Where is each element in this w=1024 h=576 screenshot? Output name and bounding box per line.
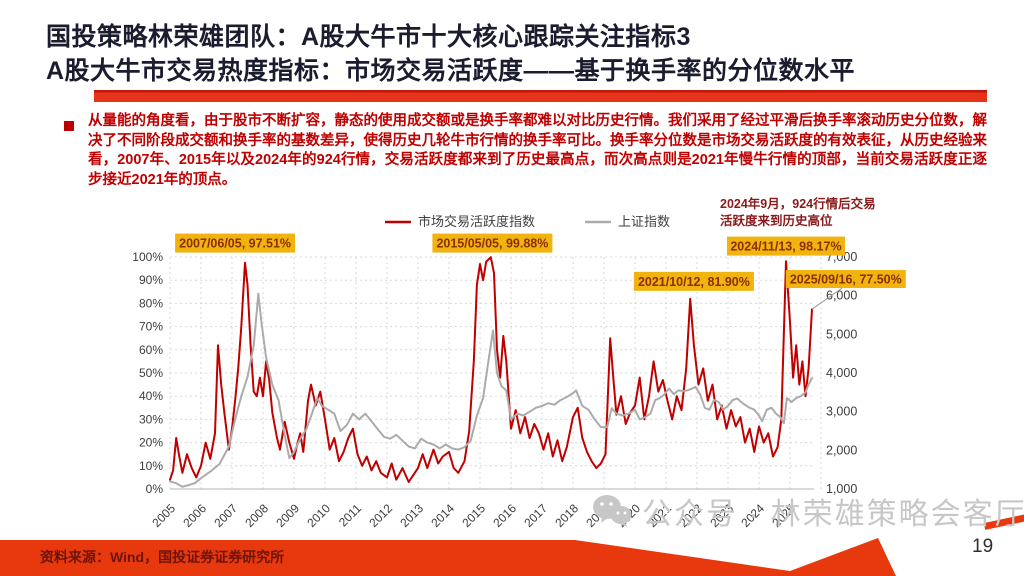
svg-text:2013: 2013 (397, 501, 426, 530)
svg-text:40%: 40% (139, 389, 163, 403)
svg-text:2010: 2010 (304, 501, 333, 530)
svg-text:90%: 90% (139, 273, 163, 287)
svg-text:100%: 100% (132, 250, 163, 264)
wechat-icon (593, 495, 632, 527)
svg-text:2005: 2005 (149, 501, 178, 530)
svg-text:2016: 2016 (490, 501, 519, 530)
svg-text:20%: 20% (139, 436, 163, 450)
svg-text:2024/11/13, 98.17%: 2024/11/13, 98.17% (730, 240, 841, 254)
svg-text:5,000: 5,000 (826, 327, 857, 341)
svg-text:2025/09/16, 77.50%: 2025/09/16, 77.50% (790, 273, 902, 287)
svg-text:2021/10/12, 81.90%: 2021/10/12, 81.90% (638, 275, 750, 289)
svg-text:2014: 2014 (428, 501, 457, 530)
svg-text:2,000: 2,000 (826, 443, 857, 457)
svg-text:6,000: 6,000 (826, 289, 857, 303)
svg-text:4,000: 4,000 (826, 366, 857, 380)
title-line-2: A股大牛市交易热度指标：市场交易活跃度——基于换手率的分位数水平 (46, 57, 856, 85)
title-line-1: 国投策略林荣雄团队：A股大牛市十大核心跟踪关注指标3 (46, 23, 691, 51)
activity-chart: 0% 10% 20% 30% 40% 50% 60% 70% 80% 90% 100% 1,000 2,… (132, 196, 906, 530)
source-note: 资料来源：Wind，国投证券证券研究所 (40, 549, 285, 565)
svg-text:0%: 0% (146, 482, 164, 496)
svg-text:市场交易活跃度指数: 市场交易活跃度指数 (418, 214, 535, 229)
page-number: 19 (972, 536, 994, 557)
svg-text:2008: 2008 (242, 501, 271, 530)
svg-text:2015: 2015 (459, 501, 488, 530)
svg-text:2024年9月，924行情后交易: 2024年9月，924行情后交易 (720, 196, 876, 211)
svg-text:60%: 60% (139, 343, 163, 357)
watermark-text: 公众号 · 林荣雄策略会客厅 (642, 498, 1024, 531)
svg-text:2018: 2018 (552, 501, 581, 530)
svg-text:活跃度来到历史高位: 活跃度来到历史高位 (720, 213, 833, 228)
svg-text:10%: 10% (139, 459, 163, 473)
svg-text:2007: 2007 (211, 501, 240, 530)
svg-text:2007/06/05, 97.51%: 2007/06/05, 97.51% (179, 237, 291, 251)
svg-text:2012: 2012 (366, 501, 395, 530)
svg-text:70%: 70% (139, 320, 163, 334)
svg-text:30%: 30% (139, 412, 163, 426)
svg-text:80%: 80% (139, 296, 163, 310)
watermark: 公众号 · 林荣雄策略会客厅 (592, 489, 1024, 533)
svg-text:2009: 2009 (273, 501, 302, 530)
svg-text:2011: 2011 (336, 501, 364, 529)
page-title: 国投策略林荣雄团队：A股大牛市十大核心跟踪关注指标3 A股大牛市交易热度指标：市… (46, 20, 996, 88)
svg-text:50%: 50% (139, 366, 163, 380)
svg-text:1,000: 1,000 (826, 482, 857, 496)
summary-paragraph: 从量能的角度看，由于股市不断扩容，静态的使用成交额或是换手率都难以对比历史行情。… (88, 113, 987, 188)
bullet-square-icon (64, 121, 74, 131)
svg-text:上证指数: 上证指数 (618, 214, 670, 229)
title-underline-bar (94, 90, 987, 102)
svg-text:3,000: 3,000 (826, 405, 857, 419)
svg-text:2015/05/05, 99.88%: 2015/05/05, 99.88% (436, 237, 548, 251)
svg-text:2017: 2017 (521, 501, 550, 530)
svg-text:2006: 2006 (180, 501, 209, 530)
